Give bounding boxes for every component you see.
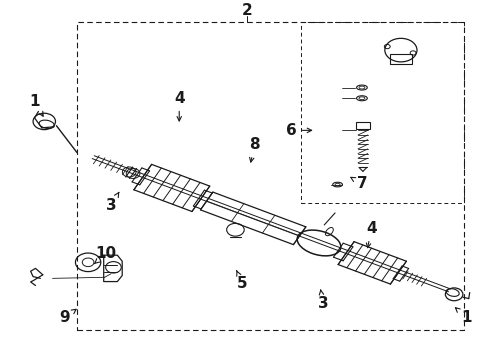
Text: 9: 9 <box>59 309 76 325</box>
Text: 6: 6 <box>286 123 312 138</box>
Text: 3: 3 <box>318 290 328 311</box>
Bar <box>77 22 464 330</box>
Bar <box>356 122 370 129</box>
Text: 10: 10 <box>95 246 117 264</box>
Text: 3: 3 <box>106 192 119 213</box>
Bar <box>390 54 412 64</box>
Text: 7: 7 <box>351 176 367 192</box>
Text: 1: 1 <box>29 94 43 116</box>
Text: 2: 2 <box>242 3 253 18</box>
Text: 8: 8 <box>249 137 260 162</box>
Text: 1: 1 <box>455 308 472 325</box>
Text: 4: 4 <box>174 91 185 121</box>
Text: 5: 5 <box>237 271 248 291</box>
Bar <box>301 22 464 203</box>
Text: 4: 4 <box>367 221 377 248</box>
